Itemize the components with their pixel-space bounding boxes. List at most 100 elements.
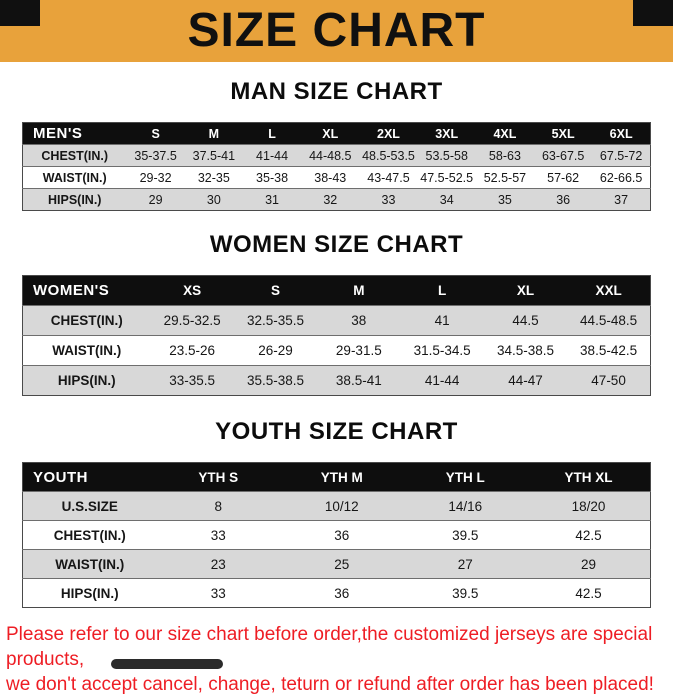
table-row: U.S.SIZE 8 10/12 14/16 18/20 — [22, 491, 651, 521]
size-value: 37.5-41 — [184, 144, 243, 167]
footer-line-2: we don't accept cancel, change, teturn o… — [6, 674, 654, 695]
size-value: 41-44 — [242, 144, 302, 167]
table-row: CHEST(IN.) 35-37.5 37.5-41 41-44 44-48.5 48.5… — [22, 144, 651, 167]
size-value: 10/12 — [280, 491, 404, 521]
size-value: 36 — [280, 520, 404, 550]
size-value: 38 — [317, 305, 401, 336]
youth-section-heading: YOUTH SIZE CHART — [215, 418, 458, 445]
row-label: CHEST(IN.) — [22, 520, 157, 550]
row-label: HIPS(IN.) — [22, 365, 151, 396]
footer-line-1: Please refer to our size chart before or… — [6, 624, 653, 670]
table-row: CHEST(IN.) 29.5-32.5 32.5-35.5 38 41 44.5 44.5… — [22, 305, 651, 336]
youth-size-table: YOUTH YTH S YTH M YTH L YTH XL U.S.SIZE 8 10/1… — [22, 462, 651, 608]
size-value: 29.5-32.5 — [150, 305, 234, 336]
size-value: 31.5-34.5 — [400, 335, 484, 366]
women-size-table: WOMEN'S XS S M L XL XXL CHEST(IN.) 29.5-32.5 32.… — [22, 275, 651, 396]
size-value: 38-43 — [301, 166, 360, 189]
size-column-header: M — [184, 122, 243, 145]
size-value: 32.5-35.5 — [233, 305, 318, 336]
size-column-header: 5XL — [534, 122, 593, 145]
row-label: WAIST(IN.) — [22, 166, 127, 189]
size-value: 27 — [403, 549, 527, 579]
size-value: 34.5-38.5 — [483, 335, 568, 366]
size-column-header: 4XL — [475, 122, 535, 145]
size-value: 62-66.5 — [592, 166, 651, 189]
size-value: 38.5-41 — [317, 365, 401, 396]
page-title: SIZE CHART — [187, 4, 486, 57]
size-value: 41 — [400, 305, 484, 336]
size-value: 57-62 — [534, 166, 593, 189]
size-column-header: S — [233, 275, 318, 306]
size-value: 36 — [534, 188, 593, 211]
size-value: 33 — [156, 578, 280, 608]
size-value: 36 — [280, 578, 404, 608]
size-value: 47.5-52.5 — [417, 166, 476, 189]
size-value: 29-31.5 — [317, 335, 401, 366]
size-column-header: XXL — [567, 275, 651, 306]
corner-decor-right — [633, 0, 673, 26]
table-title-cell: MEN'S — [22, 122, 127, 145]
size-value: 14/16 — [403, 491, 527, 521]
size-column-header: YTH L — [403, 462, 527, 492]
size-value: 34 — [417, 188, 476, 211]
size-column-header: XL — [301, 122, 360, 145]
row-label: U.S.SIZE — [22, 491, 157, 521]
bottom-rounded-bar — [111, 659, 223, 669]
size-value: 23 — [156, 549, 280, 579]
size-value: 25 — [280, 549, 404, 579]
size-column-header: XL — [483, 275, 568, 306]
size-column-header: 6XL — [592, 122, 651, 145]
size-value: 8 — [156, 491, 280, 521]
size-value: 33 — [156, 520, 280, 550]
size-value: 29 — [126, 188, 185, 211]
size-value: 35-37.5 — [126, 144, 185, 167]
size-value: 23.5-26 — [150, 335, 234, 366]
size-column-header: S — [126, 122, 185, 145]
size-column-header: 2XL — [359, 122, 418, 145]
size-value: 31 — [242, 188, 302, 211]
size-value: 52.5-57 — [475, 166, 535, 189]
size-column-header: L — [400, 275, 484, 306]
size-value: 35.5-38.5 — [233, 365, 318, 396]
size-value: 42.5 — [527, 578, 651, 608]
corner-decor-left — [0, 0, 40, 26]
size-value: 38.5-42.5 — [567, 335, 651, 366]
size-value: 32-35 — [184, 166, 243, 189]
men-table-header-row: MEN'S S M L XL 2XL 3XL 4XL 5XL 6XL — [22, 122, 651, 145]
youth-table-header-row: YOUTH YTH S YTH M YTH L YTH XL — [22, 462, 651, 492]
footer-note: Please refer to our size chart before or… — [0, 622, 673, 697]
size-column-header: YTH S — [156, 462, 280, 492]
size-value: 35-38 — [242, 166, 302, 189]
size-value: 44-48.5 — [301, 144, 360, 167]
size-value: 44-47 — [483, 365, 568, 396]
size-value: 43-47.5 — [359, 166, 418, 189]
size-value: 30 — [184, 188, 243, 211]
size-value: 53.5-58 — [417, 144, 476, 167]
table-row: WAIST(IN.) 23.5-26 26-29 29-31.5 31.5-34.5 34… — [22, 335, 651, 366]
size-value: 44.5-48.5 — [567, 305, 651, 336]
size-column-header: L — [242, 122, 302, 145]
row-label: CHEST(IN.) — [22, 305, 151, 336]
size-value: 37 — [592, 188, 651, 211]
size-value: 35 — [475, 188, 535, 211]
table-row: HIPS(IN.) 33 36 39.5 42.5 — [22, 578, 651, 608]
row-label: CHEST(IN.) — [22, 144, 127, 167]
size-value: 48.5-53.5 — [359, 144, 418, 167]
size-column-header: M — [317, 275, 401, 306]
size-value: 63-67.5 — [534, 144, 593, 167]
size-column-header: 3XL — [417, 122, 476, 145]
table-row: CHEST(IN.) 33 36 39.5 42.5 — [22, 520, 651, 550]
table-row: HIPS(IN.) 29 30 31 32 33 34 35 36 37 — [22, 188, 651, 211]
size-value: 33-35.5 — [150, 365, 234, 396]
table-title-cell: WOMEN'S — [22, 275, 151, 306]
men-size-table: MEN'S S M L XL 2XL 3XL 4XL 5XL 6XL CHEST(IN.) 35-3… — [22, 122, 651, 211]
size-value: 39.5 — [403, 578, 527, 608]
size-value: 42.5 — [527, 520, 651, 550]
table-row: WAIST(IN.) 23 25 27 29 — [22, 549, 651, 579]
title-banner: SIZE CHART — [0, 0, 673, 62]
size-column-header: YTH XL — [527, 462, 651, 492]
size-value: 26-29 — [233, 335, 318, 366]
women-section-heading: WOMEN SIZE CHART — [209, 231, 464, 258]
size-value: 39.5 — [403, 520, 527, 550]
size-value: 29-32 — [126, 166, 185, 189]
